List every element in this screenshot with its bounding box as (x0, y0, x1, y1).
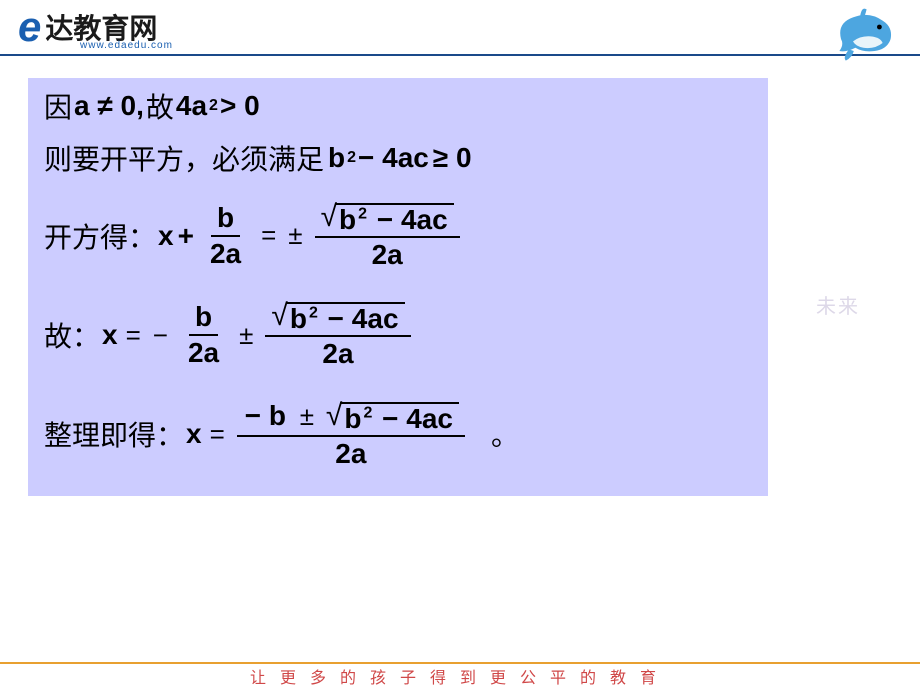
num-b: b (211, 201, 240, 237)
watermark-text: 未来 (816, 290, 860, 319)
frac-quadratic: − b ± √b2 − 4ac 2a (237, 399, 465, 470)
expr-a-neq-0: a ≠ 0, (74, 90, 144, 122)
sup-2b: 2 (347, 149, 356, 167)
text-therefore4: 故： (44, 315, 100, 355)
math-line-4: 故： x = − b 2a ± √b2 − 4ac 2a (44, 299, 756, 370)
op-eq3: = (261, 220, 276, 251)
text-simplify: 整理即得： (44, 414, 184, 454)
op-pm3: ± (288, 220, 302, 251)
expr-m4ac: − 4ac (358, 142, 429, 174)
frac-b-2a: b 2a (202, 201, 249, 270)
sup-2: 2 (209, 97, 218, 115)
den-2a-4b: 2a (316, 337, 359, 371)
content-panel: 因 a ≠ 0, 故 4a2 > 0 则要开平方，必须满足 b2 − 4ac ≥… (28, 78, 768, 496)
expr-4a: 4a (176, 90, 207, 122)
text-because: 因 (44, 86, 72, 126)
text-must-satisfy: 则要开平方，必须满足 (44, 138, 324, 178)
op-eq4: = (126, 320, 141, 351)
op-eq5: = (210, 419, 225, 450)
footer-bar: 让更多的孩子得到更公平的教育 (0, 662, 920, 690)
num-b4: b (189, 300, 218, 336)
num-quadratic: − b ± √b2 − 4ac (237, 399, 465, 437)
negb5: − b (245, 400, 286, 431)
sqrt-m4ac5: − 4ac (374, 403, 453, 434)
period5: 。 (491, 414, 519, 454)
op-plus3: + (178, 220, 194, 252)
num-sqrt3: √b2 − 4ac (315, 200, 460, 238)
text-take-root: 开方得： (44, 216, 156, 256)
var-x3: x (158, 220, 174, 252)
var-x4: x (102, 319, 118, 351)
sqrt-m4ac4: − 4ac (320, 303, 399, 334)
frac-sqrt-2a-4: √b2 − 4ac 2a (265, 299, 410, 370)
expr-geq0: ≥ 0 (433, 142, 472, 174)
sqrt-sup5: 2 (363, 404, 372, 421)
logo-glyph: e (18, 3, 41, 51)
math-line-2: 则要开平方，必须满足 b2 − 4ac ≥ 0 (44, 138, 756, 178)
op-pm4: ± (239, 320, 253, 351)
text-therefore: 故 (146, 86, 174, 126)
math-line-1: 因 a ≠ 0, 故 4a2 > 0 (44, 86, 756, 126)
den-2a: 2a (204, 237, 247, 271)
footer-slogan: 让更多的孩子得到更公平的教育 (250, 670, 670, 687)
den-2a-3: 2a (366, 238, 409, 272)
logo-url: www.edaedu.com (80, 40, 173, 51)
sqrt-b4: b (290, 303, 307, 334)
expr-gt0: > 0 (220, 90, 260, 122)
header-bar: e 达教育网 www.edaedu.com (0, 0, 920, 56)
sqrt-sup3: 2 (358, 206, 367, 223)
var-x5: x (186, 418, 202, 450)
frac-b-2a-4: b 2a (180, 300, 227, 369)
sqrt-m4ac3: − 4ac (369, 204, 448, 235)
num-sqrt4: √b2 − 4ac (265, 299, 410, 337)
pm5: ± (300, 401, 314, 431)
dolphin-icon (820, 0, 910, 75)
math-line-5: 整理即得： x = − b ± √b2 − 4ac 2a 。 (44, 399, 756, 470)
frac-sqrt-2a: √b2 − 4ac 2a (315, 200, 460, 271)
sqrt-sup4: 2 (309, 305, 318, 322)
math-line-3: 开方得： x + b 2a = ± √b2 − 4ac 2a (44, 200, 756, 271)
op-neg4: − (153, 320, 168, 351)
sqrt-b3: b (339, 204, 356, 235)
den-2a-4: 2a (182, 336, 225, 370)
expr-b: b (328, 142, 345, 174)
sqrt-b5: b (344, 403, 361, 434)
den-2a-5: 2a (329, 437, 372, 471)
